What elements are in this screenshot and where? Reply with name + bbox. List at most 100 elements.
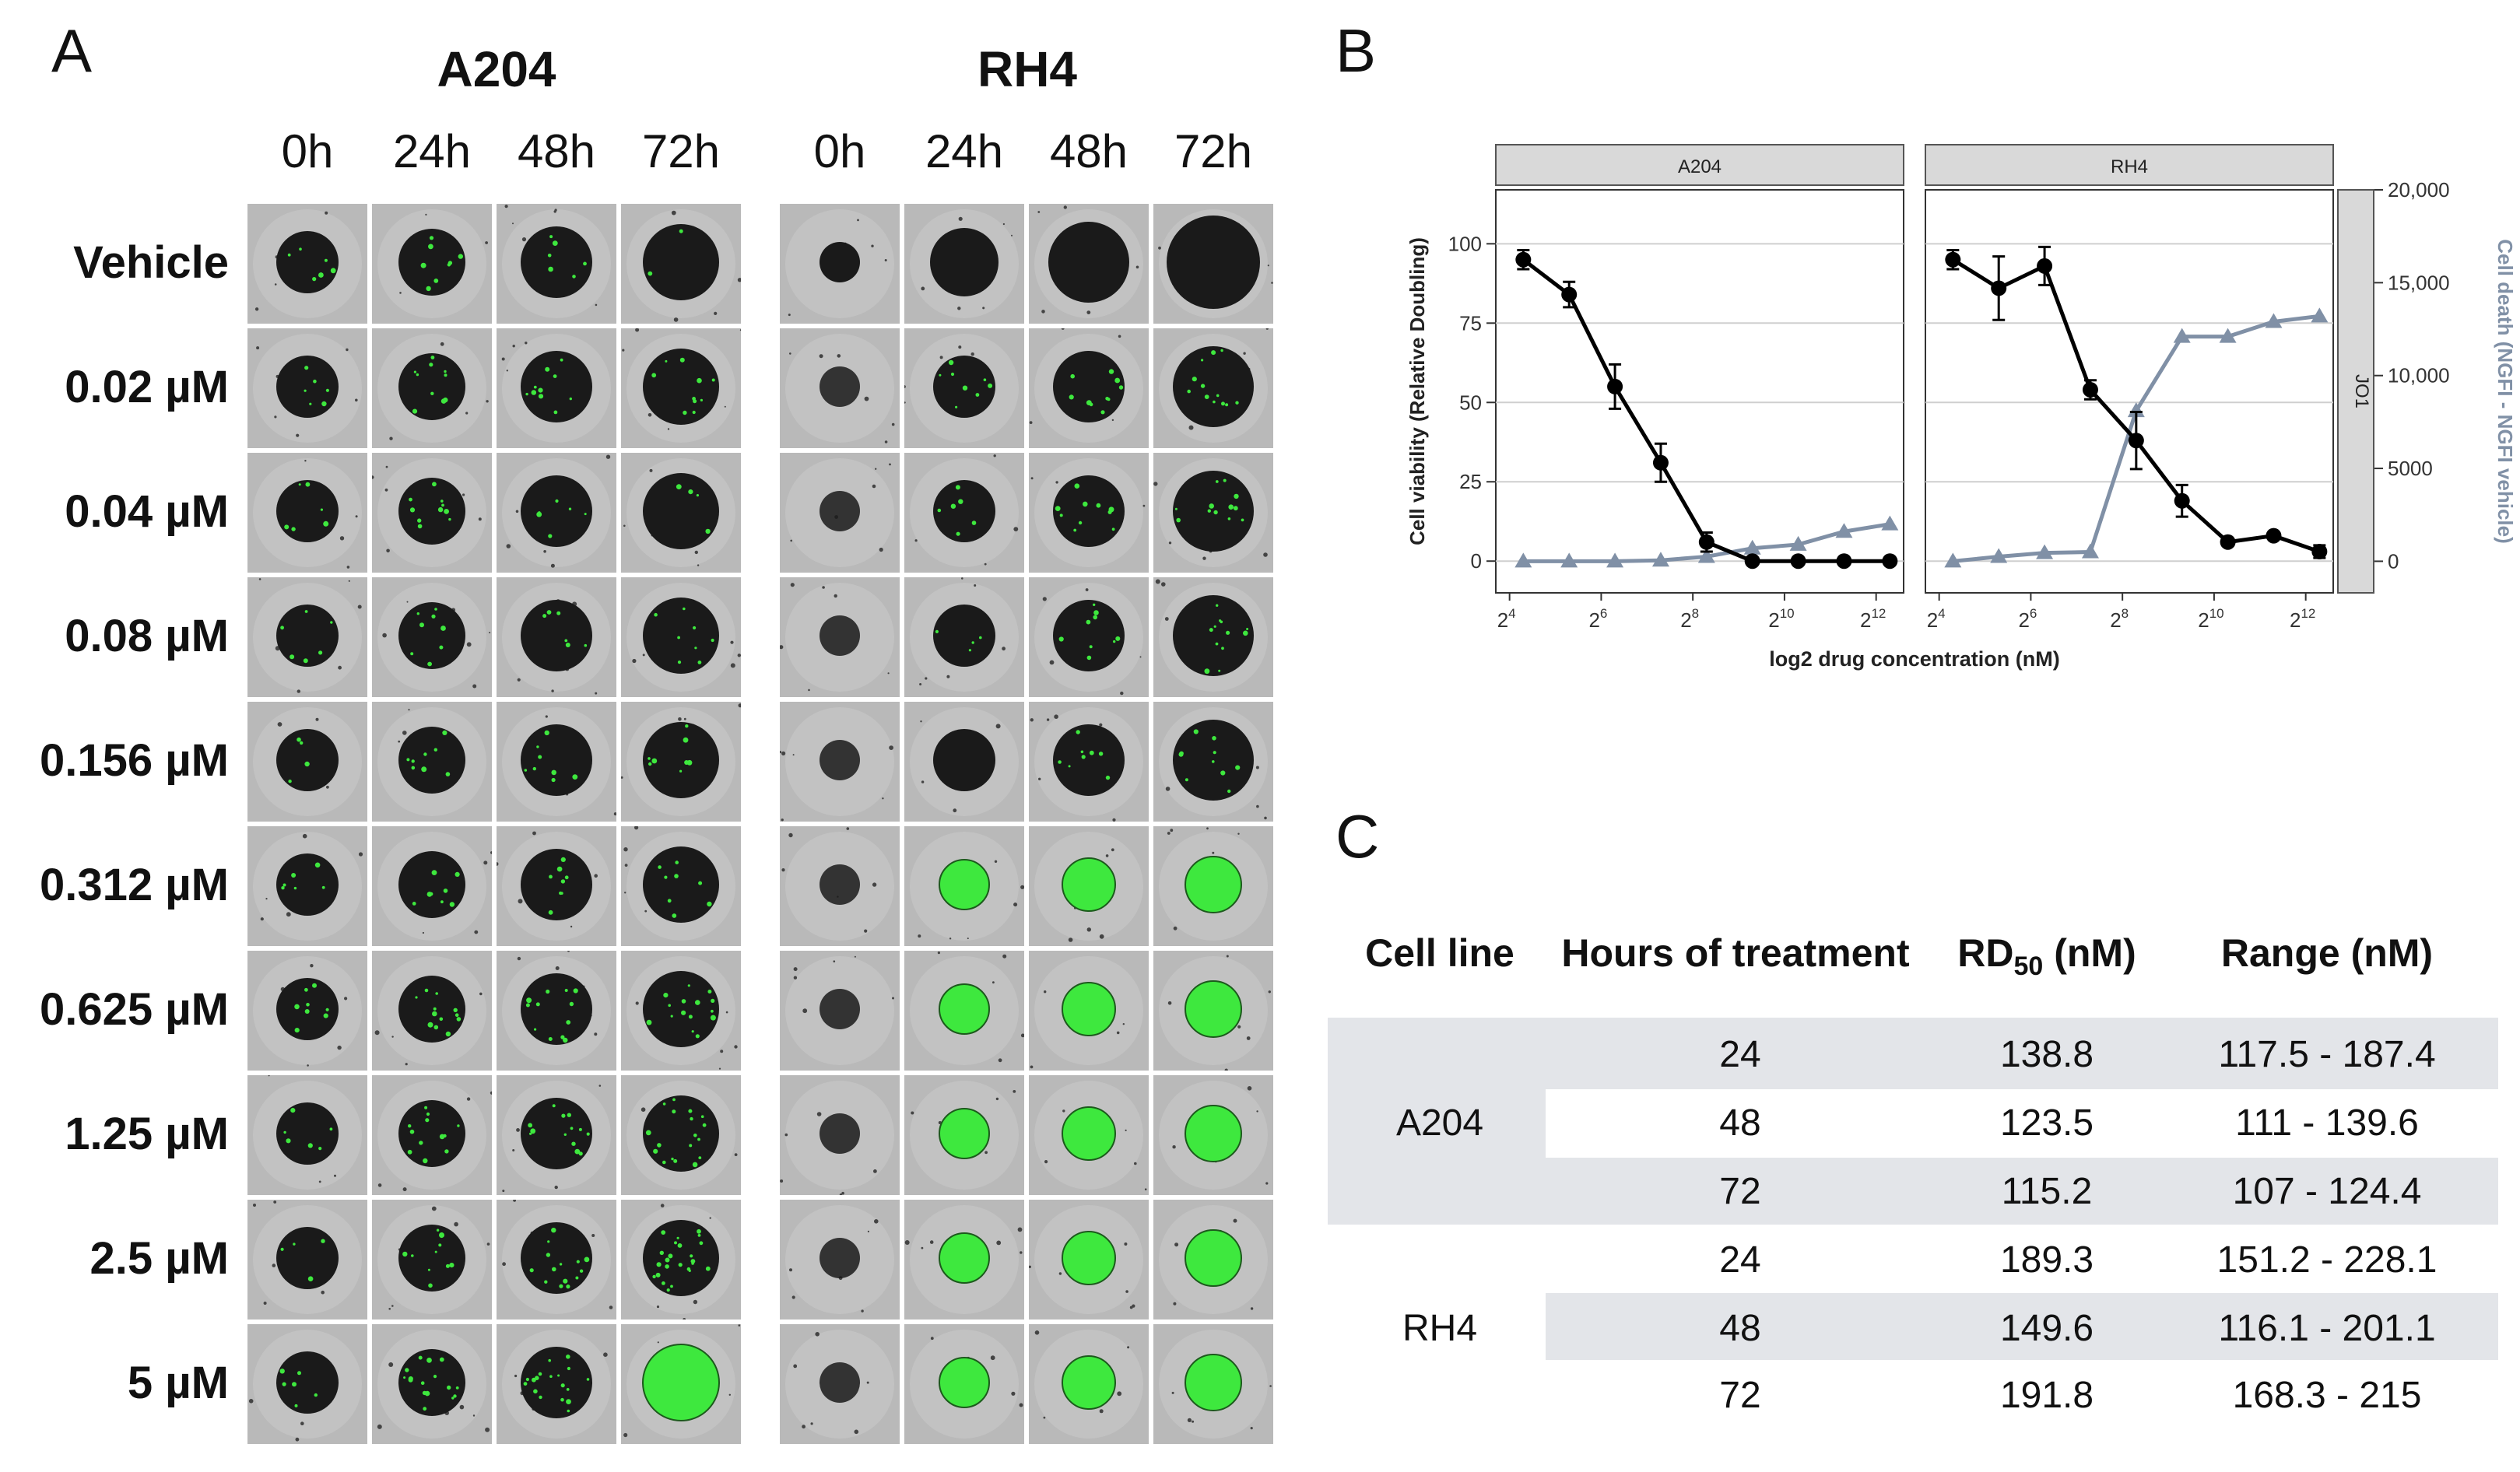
spheroid-image [1153,577,1273,697]
death-point [2265,313,2283,328]
concentration-label: 5 µM [127,1358,229,1408]
spheroid-image [497,702,616,822]
viability-point [1515,251,1532,268]
spheroid-image [621,1075,741,1195]
viability-point [1991,280,2007,296]
death-point [1789,535,1807,551]
spheroid-image [372,702,492,822]
x-tick-exponent: 8 [1692,606,1699,621]
y-right-tick-label: 15,000 [2388,271,2450,294]
hour-label: 48h [1049,125,1128,177]
viability-point [1790,553,1806,570]
spheroid-image [1029,1324,1149,1444]
table-cell-range: 111 - 139.6 [2235,1102,2419,1144]
concentration-label: 0.08 µM [65,611,229,661]
spheroid-image [904,826,1024,946]
table-cell-hours: 48 [1719,1102,1761,1144]
death-point [1881,515,1899,531]
x-tick-label: 26 [2018,606,2037,632]
x-tick-label: 212 [1860,606,1886,632]
death-point [1743,539,1761,555]
spheroid-image [247,328,367,448]
spheroid-image [904,577,1024,697]
spheroid-image [372,951,492,1071]
spheroid-image [372,1324,492,1444]
x-tick-label: 26 [1588,606,1607,632]
death-point [1944,552,1962,568]
row-strip [2337,189,2374,594]
spheroid-image [780,1075,900,1195]
hour-label: 72h [1174,125,1253,177]
death-point [1835,523,1853,538]
spheroid-image [780,453,900,573]
table-band [1328,1158,2498,1225]
viability-point [1607,378,1623,394]
spheroid-image [621,577,741,697]
x-tick-label: 28 [2110,606,2129,632]
table-cell-range: 151.2 - 228.1 [2216,1239,2438,1281]
spheroid-image [1029,951,1149,1071]
viability-point [1561,286,1578,303]
spheroid-image [1029,204,1149,324]
death-point [1651,552,1669,567]
x-tick-label: 24 [1927,606,1946,632]
table-band [1328,1018,2498,1089]
spheroid-image [780,702,900,822]
spheroid-image [780,1324,900,1444]
header-rd50-subscript: 50 [2013,952,2044,981]
header-cell-line: Cell line [1365,931,1514,975]
spheroid-image [1029,826,1149,946]
spheroid-image [497,577,616,697]
panel-c-letter: C [1335,802,1380,871]
table-cell-hours: 72 [1719,1171,1761,1212]
spheroid-image [497,453,616,573]
viability-point [2311,543,2328,559]
table-cell-hours: 24 [1719,1239,1761,1281]
rh4-title: RH4 [977,41,1078,97]
table-cell-range: 107 - 124.4 [2232,1171,2422,1212]
spheroid-image [780,204,900,324]
hour-label: 0h [813,125,866,177]
x-tick-exponent: 10 [2209,606,2224,621]
spheroid-image [904,702,1024,822]
x-tick-exponent: 8 [2122,606,2129,621]
concentration-label: 0.312 µM [40,860,229,910]
spheroid-image [247,1324,367,1444]
spheroid-image [904,453,1024,573]
viability-point [2037,258,2053,274]
viability-point [1652,454,1669,471]
spheroid-image [497,328,616,448]
spheroid-image [497,1324,616,1444]
death-point [2219,328,2237,343]
spheroid-image [780,577,900,697]
spheroid-image [497,1200,616,1320]
spheroid-image [372,1075,492,1195]
spheroid-image [1153,951,1273,1071]
facet-strip [1495,144,1904,186]
header-rd50: RD50 (nM) [1930,931,2164,982]
viability-point [2174,492,2190,509]
y-left-axis-title: Cell viability (Relative Doubling) [1406,237,1429,545]
spheroid-image [372,328,492,448]
spheroid-image [904,1324,1024,1444]
facet-label: RH4 [2111,156,2148,177]
spheroid-image [1153,1324,1273,1444]
spheroid-image [1153,1200,1273,1320]
spheroid-image [1029,453,1149,573]
spheroid-image [1029,1075,1149,1195]
header-rd50-text: RD [1957,931,2014,975]
table-band [1546,1293,2498,1360]
spheroid-image [247,826,367,946]
y-left-tick-label: 0 [1471,549,1482,573]
viability-point [2266,527,2282,544]
spheroid-image [247,453,367,573]
table-cell-rd50: 189.3 [1999,1239,2094,1281]
panel-frame [1495,189,1904,594]
concentration-label: 2.5 µM [89,1233,229,1284]
hour-label: 0h [281,125,334,177]
x-tick-label: 210 [2198,606,2223,632]
death-point [2036,544,2054,559]
spheroid-image [621,702,741,822]
spheroid-image [780,328,900,448]
concentration-label: 0.156 µM [40,735,229,786]
